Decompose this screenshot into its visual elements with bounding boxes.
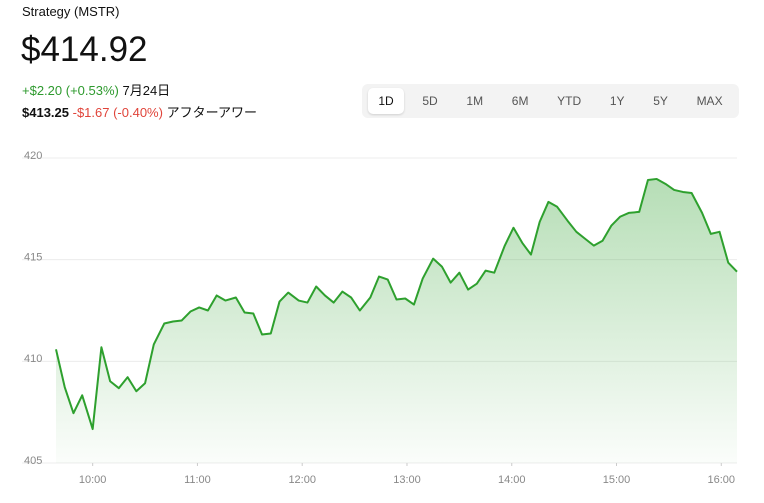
range-selector: 1D 5D 1M 6M YTD 1Y 5Y MAX — [362, 84, 739, 118]
range-button[interactable]: 1M — [466, 94, 484, 108]
after-hours-line: $413.25 -$1.67 (-0.40%) アフターアワー — [22, 102, 257, 121]
change: +$2.20 (+0.53%) — [22, 83, 119, 98]
y-tick-label: 405 — [24, 455, 42, 467]
change-line: +$2.20 (+0.53%) 7月24日 — [22, 80, 170, 99]
price: $414.92 — [21, 30, 148, 69]
after-label: アフターアワー — [166, 105, 258, 120]
range-button[interactable]: 1D — [368, 88, 404, 114]
after-change: -$1.67 (-0.40%) — [72, 105, 163, 120]
x-tick-label: 10:00 — [79, 474, 107, 486]
x-tick-label: 11:00 — [184, 474, 211, 486]
x-tick-label: 14:00 — [498, 474, 526, 486]
range-button[interactable]: 1Y — [609, 94, 625, 108]
range-button[interactable]: MAX — [696, 94, 723, 108]
after-price: $413.25 — [22, 105, 69, 120]
stock-name: Strategy (MSTR) — [22, 4, 120, 19]
price-line — [55, 177, 738, 431]
area — [56, 178, 737, 463]
y-tick-label: 410 — [24, 353, 42, 365]
range-button[interactable]: 5D — [422, 94, 438, 108]
date: 7月24日 — [122, 83, 171, 98]
y-tick-label: 415 — [24, 252, 42, 264]
range-button[interactable]: 6M — [511, 94, 529, 108]
x-tick-label: 13:00 — [393, 474, 421, 486]
x-tick-label: 12:00 — [288, 474, 316, 486]
y-tick-label: 420 — [24, 150, 42, 162]
range-button[interactable]: 5Y — [653, 94, 668, 108]
x-tick-label: 16:00 — [708, 474, 736, 486]
x-tick-label: 15:00 — [603, 474, 631, 486]
range-button[interactable]: YTD — [557, 94, 582, 108]
